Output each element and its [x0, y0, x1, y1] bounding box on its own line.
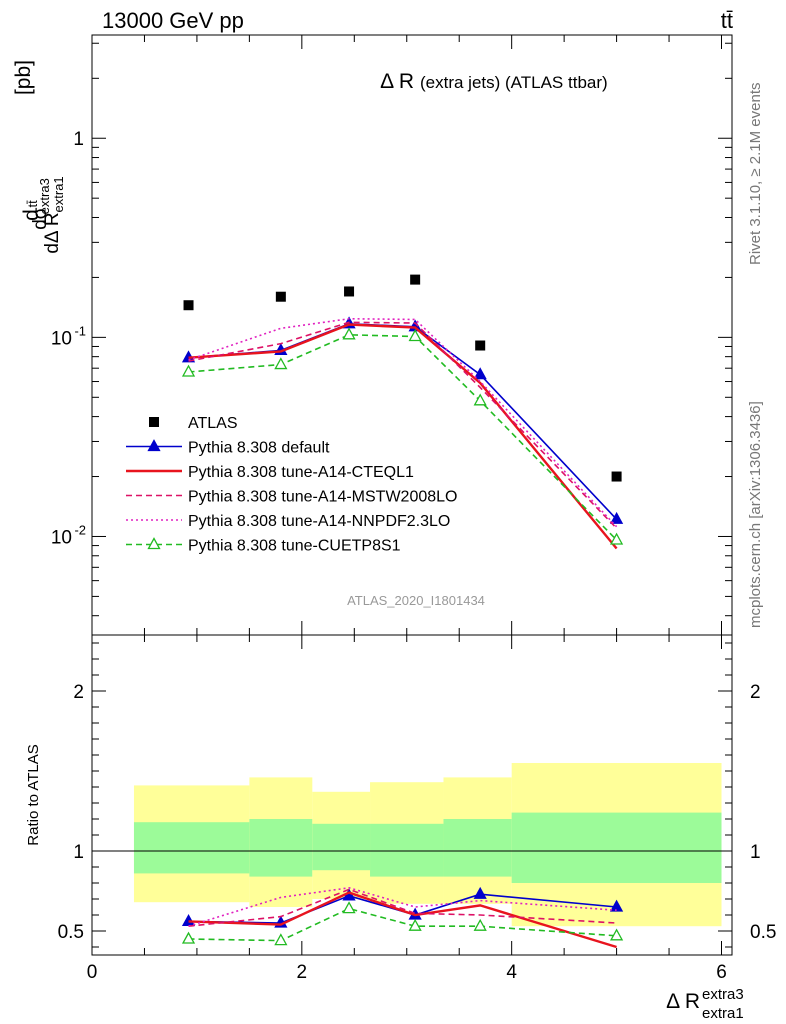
main-data-point [609, 532, 624, 545]
ratio-y-tick-label: 1 [73, 842, 84, 863]
main-data-point [274, 357, 288, 370]
legend-label: ATLAS [188, 415, 238, 432]
main-series-line [188, 333, 618, 541]
y-axis-title-units: [pb] [12, 60, 35, 95]
ratio-data-point [473, 886, 487, 899]
rivet-label: Rivet 3.1.10, ≥ 2.1M events [747, 83, 764, 266]
x-tick-label: 2 [297, 962, 308, 983]
legend-label: Pythia 8.308 tune-A14-MSTW2008LO [188, 489, 457, 506]
ratio-y-tick-label: 2 [73, 682, 84, 703]
ratio-series-line [188, 886, 617, 927]
ratio-series-line [188, 893, 617, 924]
ratio-panel-frame [91, 634, 733, 956]
main-data-point [181, 364, 196, 377]
main-data-point [344, 286, 355, 297]
main-series-line [188, 321, 618, 529]
ratio-data-point [274, 933, 288, 946]
ratio-data-point [473, 918, 487, 931]
legend-label: Pythia 8.308 default [188, 440, 330, 457]
ratio-y-tick-label-right: 0.5 [750, 922, 776, 943]
ratio-data-point [181, 931, 196, 944]
main-data-point [275, 291, 286, 302]
y-tick-label: 1 [73, 129, 84, 150]
header-right: tt̄ [721, 8, 733, 33]
legend-label: Pythia 8.308 tune-CUETP8S1 [188, 538, 401, 555]
ratio-series-line [188, 888, 617, 927]
main-data-point [183, 300, 194, 311]
ratio-series-line [188, 907, 617, 942]
main-data-point [408, 329, 422, 342]
ratio-data-point [609, 928, 624, 941]
ratio-y-axis-title: Ratio to ATLAS [25, 744, 42, 845]
ratio-axis-ticks: 0.5 0.5 1 1 2 2 0 2 4 6 [58, 635, 776, 983]
stat-uncertainty-band [249, 819, 313, 877]
y-tick-label: 10 [51, 328, 72, 349]
svg-text:extra3: extra3 [702, 986, 744, 1003]
ratio-series-layer [181, 886, 624, 949]
legend-marker [147, 537, 161, 550]
main-axis-ticks: 10 -210 -11 [51, 35, 732, 635]
main-data-point [410, 274, 421, 285]
x-tick-label: 4 [506, 962, 517, 983]
stat-uncertainty-band [312, 823, 371, 871]
svg-text:d: d [20, 209, 43, 221]
ratio-y-tick-label-right: 1 [750, 842, 761, 863]
chart-title-main: Δ R [380, 70, 414, 93]
x-tick-label: 0 [87, 962, 98, 983]
y-axis-title-denominator: dΔ Rextra1extra3 [37, 176, 66, 253]
chart-title-sub: (extra jets) (ATLAS ttbar) [420, 73, 608, 92]
header-left: 13000 GeV pp [102, 8, 244, 33]
main-data-point [342, 327, 356, 340]
ratio-series-line [188, 891, 617, 949]
y-tick-label: 10 [51, 527, 72, 548]
legend-marker [149, 417, 159, 427]
svg-text:[pb]: [pb] [12, 60, 35, 95]
y-tick-exponent: -2 [74, 522, 86, 537]
svg-text:extra1: extra1 [702, 1005, 744, 1022]
main-data-point [475, 340, 486, 351]
main-data-point [473, 367, 487, 380]
mcplots-label: mcplots.cern.ch [arXiv:1306.3436] [747, 401, 764, 628]
ratio-data-point [609, 899, 624, 912]
stat-uncertainty-band [511, 812, 722, 883]
main-series-line [188, 317, 618, 528]
x-axis-title: Δ R extra3 extra1 [666, 986, 744, 1022]
y-tick-exponent: -1 [74, 323, 86, 338]
stat-uncertainty-band [370, 823, 444, 877]
main-data-point [473, 393, 487, 406]
legend: ATLAS Pythia 8.308 default Pythia 8.308 tu… [126, 415, 457, 555]
ratio-uncertainty-bands [92, 763, 732, 927]
legend-label: Pythia 8.308 tune-A14-NNPDF2.3LO [188, 513, 450, 530]
legend-label: Pythia 8.308 tune-A14-CTEQL1 [188, 464, 414, 481]
ratio-data-point [408, 918, 422, 931]
main-data-point [609, 511, 624, 524]
ratio-y-tick-label-right: 2 [750, 682, 761, 703]
stat-uncertainty-band [443, 819, 512, 877]
analysis-watermark: ATLAS_2020_I1801434 [347, 593, 485, 608]
main-series-layer [181, 274, 624, 550]
svg-text:Δ R: Δ R [666, 990, 700, 1013]
x-tick-label: 6 [716, 962, 727, 983]
ratio-y-tick-label: 0.5 [58, 922, 84, 943]
ratio-data-point [342, 901, 356, 914]
main-data-point [611, 471, 622, 482]
legend-marker [147, 439, 161, 452]
stat-uncertainty-band [133, 822, 250, 874]
svg-text:dΔ Rextra1extra3: dΔ Rextra1extra3 [37, 176, 66, 253]
